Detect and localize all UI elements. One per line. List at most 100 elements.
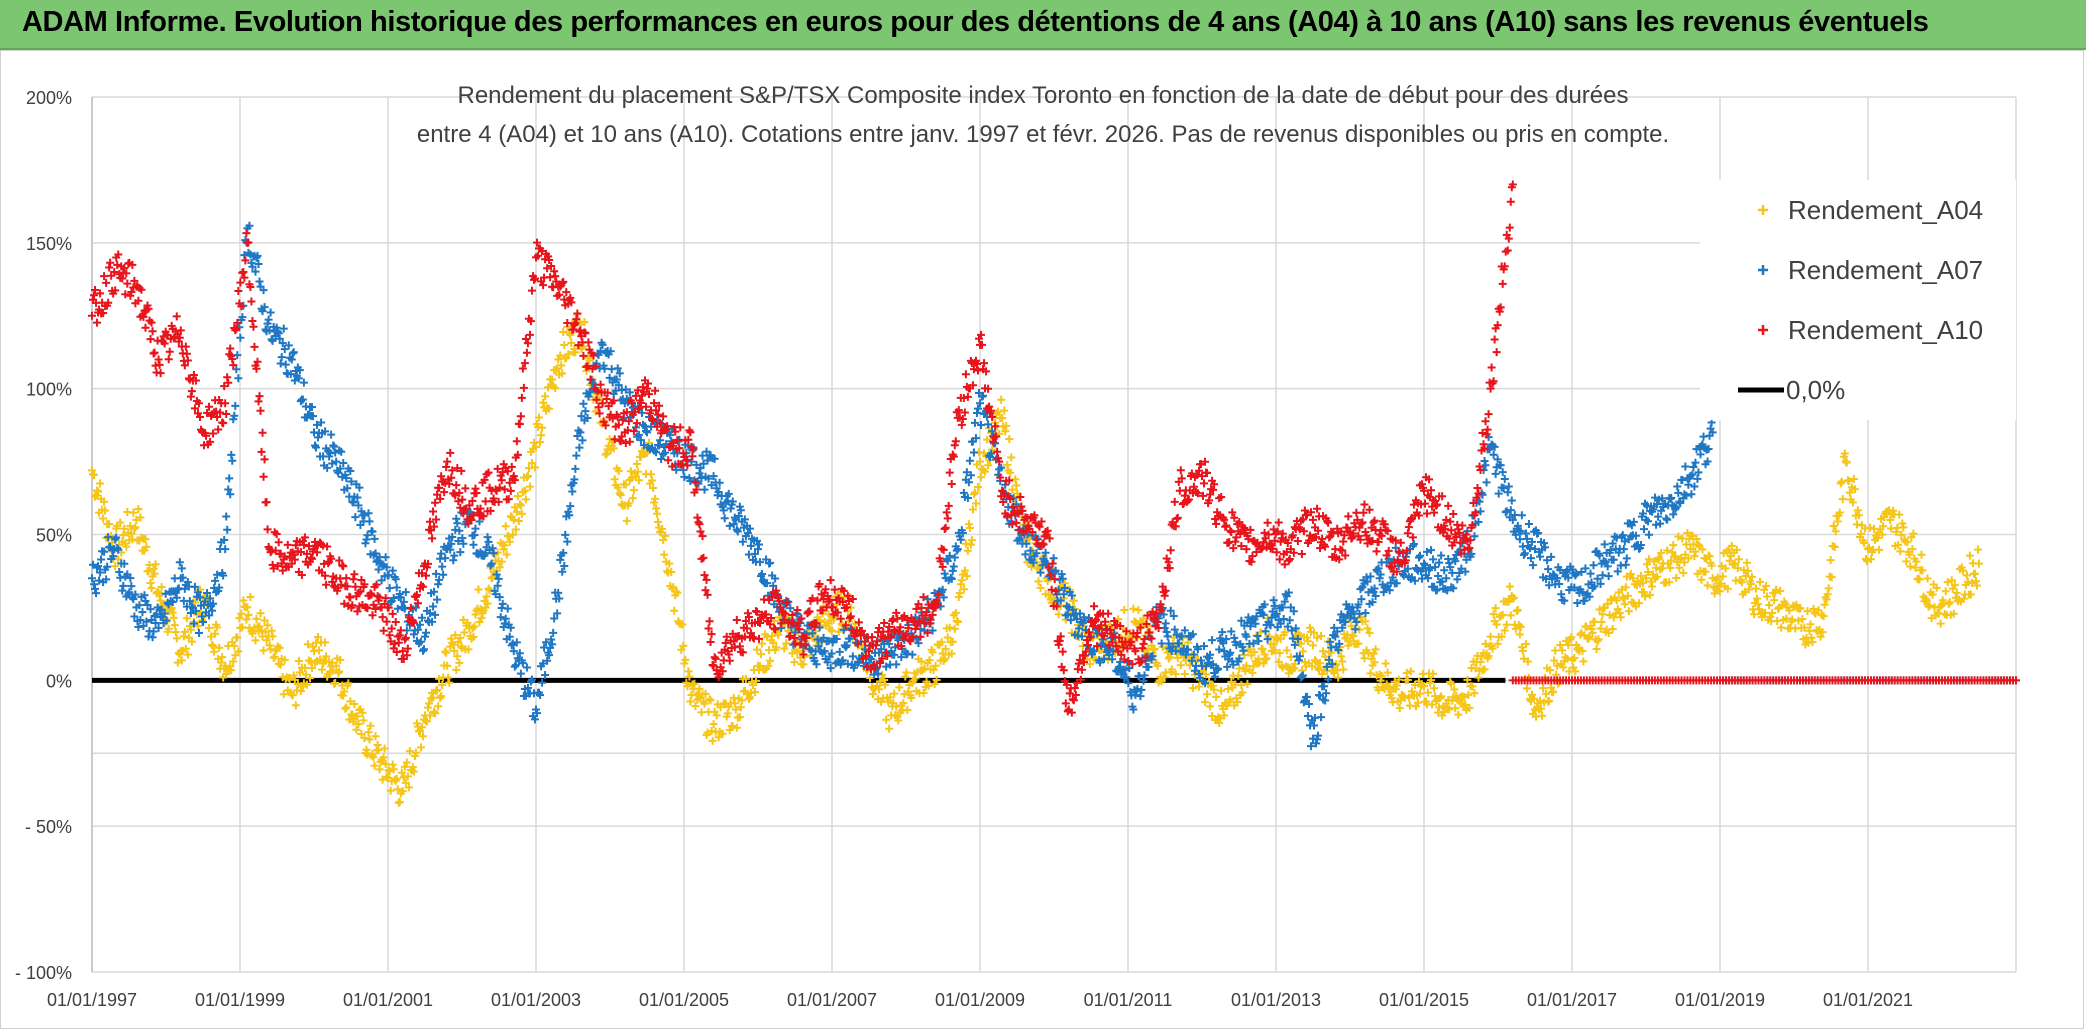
data-point-Rendement_A04 [307,664,316,673]
data-point-Rendement_A10 [963,392,972,401]
data-point-Rendement_A04 [1754,600,1763,609]
data-point-Rendement_A04 [1830,542,1839,551]
data-point-Rendement_A10 [164,355,173,364]
series-layer [88,180,2020,807]
data-point-Rendement_A10 [226,344,235,353]
data-point-Rendement_A04 [482,592,491,601]
data-point-Rendement_A04 [988,445,997,454]
data-point-Rendement_A07 [498,599,507,608]
data-point-Rendement_A07 [680,472,689,481]
data-point-Rendement_A04 [1616,613,1625,622]
data-point-Rendement_A04 [400,762,409,771]
data-point-Rendement_A04 [1842,458,1851,467]
data-point-Rendement_A10 [236,278,245,287]
data-point-Rendement_A04 [339,691,348,700]
data-point-Rendement_A07 [372,557,381,566]
data-point-Rendement_A04 [340,687,349,696]
data-point-Rendement_A04 [183,650,192,659]
data-point-Rendement_A04 [1922,596,1931,605]
data-point-Rendement_A04 [1807,633,1816,642]
data-point-Rendement_A04 [997,395,1006,404]
data-point-Rendement_A04 [1941,587,1950,596]
data-point-Rendement_A04 [404,783,413,792]
data-point-Rendement_A04 [1160,673,1169,682]
data-point-Rendement_A10 [868,633,877,642]
data-point-Rendement_A04 [1034,577,1043,586]
data-point-Rendement_A04 [602,449,611,458]
data-point-Rendement_A04 [684,667,693,676]
data-point-Rendement_A07 [496,613,505,622]
data-point-Rendement_A07 [969,448,978,457]
data-point-Rendement_A07 [264,315,273,324]
data-point-Rendement_A04 [1906,562,1915,571]
data-point-Rendement_A04 [434,702,443,711]
data-point-Rendement_A07 [100,547,109,556]
data-point-Rendement_A07 [126,574,135,583]
data-point-Rendement_A04 [1237,681,1246,690]
data-point-Rendement_A04 [1006,468,1015,477]
data-point-Rendement_A04 [1344,641,1353,650]
data-point-Rendement_A10 [247,297,256,306]
data-point-Rendement_A04 [402,758,411,767]
data-point-Rendement_A04 [774,630,783,639]
data-point-Rendement_A04 [242,615,251,624]
data-point-Rendement_A07 [221,545,230,554]
data-point-Rendement_A04 [512,507,521,516]
data-point-Rendement_A04 [668,584,677,593]
data-point-Rendement_A07 [346,466,355,475]
data-point-Rendement_A04 [1437,692,1446,701]
data-point-Rendement_A07 [720,514,729,523]
data-point-Rendement_A04 [1317,631,1326,640]
data-point-Rendement_A04 [375,765,384,774]
data-point-Rendement_A10 [705,617,714,626]
data-point-Rendement_A04 [1841,457,1850,466]
data-point-Rendement_A04 [580,318,589,327]
data-point-Rendement_A07 [177,564,186,573]
data-point-Rendement_A07 [248,262,257,271]
data-point-Rendement_A04 [1215,718,1224,727]
data-point-Rendement_A04 [1374,686,1383,695]
data-point-Rendement_A04 [695,684,704,693]
data-point-Rendement_A04 [1597,618,1606,626]
data-point-Rendement_A04 [571,348,580,357]
data-point-Rendement_A07 [1674,488,1683,497]
data-point-Rendement_A04 [1001,427,1010,436]
data-point-Rendement_A04 [1794,616,1803,625]
data-point-Rendement_A07 [1693,474,1702,483]
data-point-Rendement_A04 [945,623,954,632]
data-point-Rendement_A04 [456,634,465,643]
data-point-Rendement_A04 [951,608,960,617]
data-point-Rendement_A04 [1808,637,1817,646]
data-point-Rendement_A07 [125,588,134,597]
data-point-Rendement_A04 [1365,628,1374,637]
data-point-Rendement_A07 [1503,488,1512,497]
data-point-Rendement_A04 [1756,577,1765,586]
data-point-Rendement_A04 [251,636,260,645]
data-point-Rendement_A04 [1447,679,1456,688]
data-point-Rendement_A04 [1138,618,1147,627]
data-point-Rendement_A07 [368,527,377,536]
data-point-Rendement_A04 [1183,638,1192,647]
data-point-Rendement_A07 [1504,482,1513,491]
data-point-Rendement_A10 [725,656,734,665]
data-point-Rendement_A04 [1217,686,1226,695]
data-point-Rendement_A04 [1164,654,1173,663]
data-point-Rendement_A07 [161,589,170,598]
data-point-Rendement_A07 [1163,632,1172,641]
data-point-Rendement_A04 [428,688,437,697]
data-point-Rendement_A07 [438,562,447,571]
data-point-Rendement_A04 [169,613,178,622]
data-point-Rendement_A04 [1246,645,1255,654]
data-point-Rendement_A04 [336,656,345,665]
data-point-Rendement_A07 [151,619,160,628]
data-point-Rendement_A07 [355,483,364,492]
data-point-Rendement_A04 [948,637,957,646]
data-point-Rendement_A10 [471,484,480,493]
data-point-Rendement_A04 [398,787,407,796]
data-point-Rendement_A04 [1005,434,1014,443]
data-point-Rendement_A04 [1905,550,1914,559]
data-point-Rendement_A07 [211,576,220,585]
data-point-Rendement_A04 [1849,475,1858,484]
data-point-Rendement_A04 [567,339,576,348]
data-point-Rendement_A07 [90,580,99,589]
